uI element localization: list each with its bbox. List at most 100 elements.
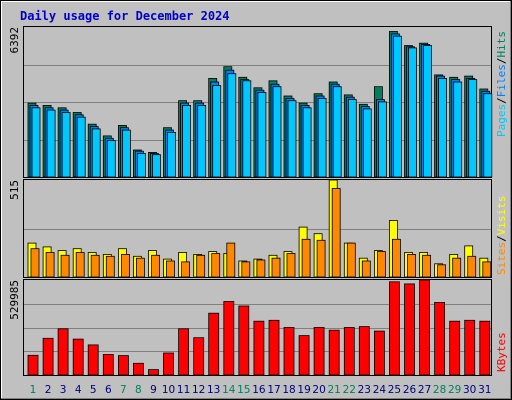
- bar-sites-day-23: [361, 260, 371, 278]
- bar-kbytes-day-31: [479, 320, 491, 376]
- bar-kbytes-day-20: [313, 327, 325, 376]
- bar-kbytes-day-16: [253, 320, 265, 376]
- day-label-18: 18: [282, 384, 295, 396]
- bar-kbytes-day-27: [419, 279, 431, 376]
- bar-kbytes-day-9: [148, 369, 159, 376]
- day-label-21: 21: [328, 384, 341, 396]
- day-label-5: 5: [90, 384, 97, 396]
- legend-sep-3: /: [495, 235, 508, 242]
- chart-title: Daily usage for December 2024: [20, 9, 230, 23]
- bar-sites-day-11: [181, 261, 191, 278]
- bar-sites-day-8: [135, 257, 145, 278]
- bar-kbytes-day-23: [358, 326, 370, 376]
- hits-y-max-label: 6392: [8, 27, 21, 54]
- bar-pages-day-28: [438, 78, 448, 178]
- legend-sites: Sites: [495, 242, 508, 275]
- bar-pages-day-9: [152, 154, 161, 178]
- bar-pages-day-23: [362, 108, 372, 178]
- bar-sites-day-16: [256, 259, 266, 278]
- bar-kbytes-day-4: [72, 338, 84, 376]
- bar-kbytes-day-11: [178, 328, 190, 376]
- bar-kbytes-day-8: [132, 362, 144, 376]
- bar-kbytes-day-15: [238, 305, 250, 376]
- bar-sites-day-25: [391, 238, 401, 278]
- bar-kbytes-day-14: [223, 301, 235, 376]
- day-label-3: 3: [60, 384, 67, 396]
- bar-kbytes-day-21: [328, 329, 340, 376]
- bar-pages-day-17: [272, 86, 282, 178]
- legend-visits: Visits: [495, 196, 508, 236]
- bar-kbytes-day-17: [268, 319, 280, 376]
- bar-sites-day-5: [90, 254, 100, 278]
- bar-pages-day-11: [182, 105, 192, 178]
- day-label-13: 13: [207, 384, 220, 396]
- day-label-24: 24: [373, 384, 387, 396]
- bar-sites-day-9: [151, 254, 160, 278]
- day-label-7: 7: [120, 384, 127, 396]
- bar-pages-day-14: [227, 73, 237, 178]
- bar-pages-day-6: [106, 140, 116, 178]
- day-label-23: 23: [358, 384, 371, 396]
- bar-pages-day-31: [483, 93, 493, 178]
- bar-kbytes-day-24: [373, 330, 385, 376]
- bar-pages-day-12: [197, 105, 207, 178]
- bar-pages-day-1: [31, 107, 41, 178]
- bar-sites-day-28: [437, 264, 447, 278]
- day-label-8: 8: [135, 384, 142, 396]
- legend-kbytes: KBytes: [495, 332, 508, 372]
- bar-sites-day-30: [467, 255, 477, 278]
- bar-sites-day-6: [105, 255, 115, 278]
- bar-kbytes-day-2: [42, 337, 54, 376]
- bar-sites-day-20: [316, 239, 326, 278]
- bar-pages-day-13: [212, 85, 222, 178]
- day-label-17: 17: [267, 384, 280, 396]
- day-label-4: 4: [75, 384, 82, 396]
- bar-sites-day-18: [286, 253, 296, 278]
- day-label-15: 15: [237, 384, 250, 396]
- bar-kbytes-day-12: [193, 337, 205, 376]
- bar-kbytes-day-28: [434, 301, 446, 376]
- x-axis-day-labels: 1 2 3 4 5 6 7 8 9 10 11 12 13 14 15 16 17 18 19 20 21 22 23 24 2…: [30, 384, 492, 396]
- bars-layer: [27, 31, 493, 376]
- bar-kbytes-day-30: [464, 319, 476, 376]
- day-label-9: 9: [150, 384, 157, 396]
- bar-kbytes-day-6: [102, 353, 114, 376]
- bar-kbytes-day-10: [163, 352, 174, 376]
- bar-kbytes-day-3: [57, 328, 69, 376]
- bar-kbytes-day-7: [118, 355, 129, 376]
- bar-sites-day-7: [121, 253, 130, 278]
- day-label-20: 20: [312, 384, 325, 396]
- bar-kbytes-day-5: [87, 344, 99, 376]
- bar-kbytes-day-26: [404, 283, 415, 376]
- day-label-29: 29: [448, 384, 461, 396]
- bar-kbytes-day-1: [27, 354, 39, 376]
- day-label-26: 26: [403, 384, 417, 396]
- kbytes-y-max-label: 529985: [8, 280, 21, 320]
- bar-sites-day-14: [226, 242, 236, 278]
- bar-sites-day-31: [482, 261, 492, 278]
- day-label-31: 31: [478, 384, 491, 396]
- day-label-6: 6: [105, 384, 112, 396]
- bar-sites-day-1: [30, 248, 40, 278]
- bar-pages-day-29: [453, 81, 463, 178]
- day-label-28: 28: [433, 384, 446, 396]
- bar-sites-day-29: [452, 257, 462, 278]
- bar-pages-day-2: [46, 109, 56, 178]
- bar-kbytes-day-25: [388, 281, 400, 376]
- legend-pages: Pages: [495, 104, 508, 137]
- day-label-25: 25: [388, 384, 401, 396]
- legend-hits: Hits: [495, 31, 508, 58]
- bar-kbytes-day-19: [298, 335, 310, 376]
- bar-sites-day-21: [331, 188, 341, 278]
- bar-sites-day-3: [60, 254, 70, 278]
- bar-sites-day-13: [211, 253, 221, 278]
- bar-sites-day-15: [241, 261, 251, 278]
- bar-sites-day-26: [407, 253, 416, 278]
- legend-sep-2: /: [495, 58, 508, 65]
- day-label-11: 11: [177, 384, 190, 396]
- bar-pages-day-3: [61, 112, 71, 178]
- bar-pages-day-22: [347, 99, 357, 178]
- bar-sites-day-19: [301, 238, 311, 278]
- bar-pages-day-8: [136, 153, 146, 178]
